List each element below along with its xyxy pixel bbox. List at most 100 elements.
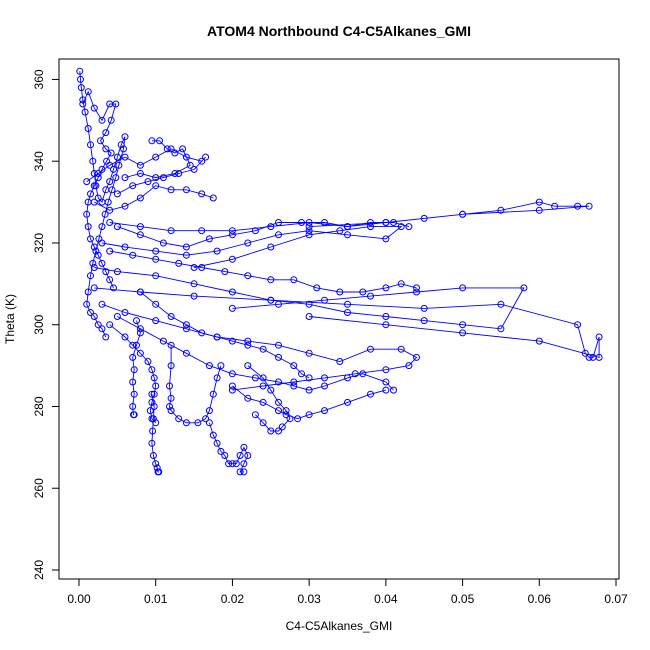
data-point <box>148 390 156 398</box>
series-line <box>117 222 410 248</box>
data-point <box>228 227 236 235</box>
data-point <box>144 178 152 186</box>
data-point <box>182 321 190 329</box>
data-point <box>344 223 351 231</box>
y-tick-label: 320 <box>32 233 46 253</box>
data-point <box>167 394 175 402</box>
data-point <box>344 374 351 382</box>
data-point <box>336 288 344 296</box>
data-point <box>84 125 92 132</box>
data-point <box>275 378 282 386</box>
data-point <box>213 374 221 382</box>
data-point <box>497 300 505 308</box>
data-point <box>228 231 236 239</box>
data-point <box>275 427 282 435</box>
data-point <box>497 325 505 333</box>
data-point <box>351 370 359 378</box>
data-point <box>336 358 344 365</box>
data-point <box>420 214 428 222</box>
data-point <box>113 190 121 198</box>
data-point <box>397 223 405 231</box>
data-point <box>121 309 129 316</box>
data-point <box>382 366 390 374</box>
data-point <box>136 288 144 296</box>
data-point <box>259 419 267 427</box>
data-point <box>89 157 97 165</box>
data-point <box>259 398 267 406</box>
series-line <box>101 303 418 391</box>
data-point <box>228 386 236 394</box>
data-point <box>130 390 138 398</box>
data-point <box>152 153 160 161</box>
data-point <box>94 174 102 182</box>
x-axis-label: C4-C5Alkanes_GMI <box>286 619 393 633</box>
series-line <box>94 185 214 211</box>
data-point <box>167 362 175 370</box>
data-point <box>152 460 160 468</box>
data-point <box>152 300 160 308</box>
data-point <box>121 243 129 251</box>
data-point <box>175 259 183 267</box>
data-point <box>228 460 236 468</box>
data-point <box>104 198 112 206</box>
data-point <box>150 403 158 410</box>
data-point <box>77 84 85 92</box>
data-point <box>286 415 294 423</box>
data-point <box>190 165 198 173</box>
data-point <box>497 206 505 214</box>
data-point <box>98 239 106 247</box>
data-point <box>84 223 92 231</box>
data-point <box>244 452 252 459</box>
data-point <box>148 366 156 374</box>
data-point <box>194 419 202 427</box>
data-point <box>84 288 92 296</box>
series-line <box>86 148 206 195</box>
data-point <box>321 407 328 415</box>
data-point <box>228 304 236 312</box>
data-point <box>136 231 144 239</box>
data-point <box>136 170 144 177</box>
data-point <box>251 227 259 235</box>
data-point <box>120 145 127 153</box>
series-line <box>117 316 394 391</box>
data-point <box>146 407 154 415</box>
y-axis-label: Theta (K) <box>3 294 17 344</box>
data-point <box>367 292 374 300</box>
chart-title: ATOM4 Northbound C4-C5Alkanes_GMI <box>207 23 471 39</box>
data-point <box>209 431 217 439</box>
y-tick-label: 300 <box>32 314 46 334</box>
data-point <box>133 341 140 349</box>
series-line <box>109 201 590 232</box>
data-point <box>167 186 175 194</box>
data-point <box>459 321 467 329</box>
data-point <box>244 341 252 349</box>
data-point <box>198 157 206 165</box>
data-point <box>551 202 559 210</box>
data-point <box>89 259 97 267</box>
data-point <box>94 251 102 259</box>
data-point <box>182 325 190 333</box>
data-point <box>205 407 213 415</box>
data-point <box>413 353 420 361</box>
data-point <box>129 341 137 349</box>
series-line <box>247 365 291 432</box>
x-tick-label: 0.01 <box>144 592 168 606</box>
data-point <box>90 243 98 251</box>
data-point <box>98 223 106 231</box>
series-line <box>232 385 387 420</box>
data-point <box>106 219 114 226</box>
data-point <box>413 284 420 292</box>
data-point <box>344 300 351 308</box>
data-point <box>382 235 390 243</box>
data-point <box>228 382 236 390</box>
series-line <box>151 394 159 473</box>
data-point <box>149 427 157 435</box>
data-point <box>213 247 221 255</box>
data-point <box>113 313 121 320</box>
data-point <box>102 333 110 341</box>
data-point <box>228 255 236 263</box>
data-point <box>136 223 144 231</box>
y-tick-label: 260 <box>32 478 46 498</box>
data-point <box>130 366 138 374</box>
data-point <box>148 137 156 145</box>
